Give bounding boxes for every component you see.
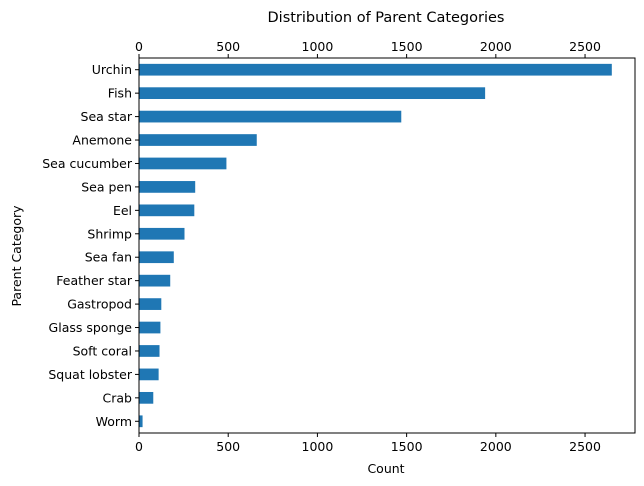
y-tick-label: Glass sponge	[49, 320, 133, 335]
bar-sea-star	[139, 110, 402, 123]
y-tick-label: Eel	[113, 203, 132, 218]
x-tick-label-top: 1000	[302, 39, 334, 54]
x-tick-label-bottom: 0	[135, 439, 143, 454]
y-axis-label: Parent Category	[9, 205, 24, 307]
y-tick-label: Soft coral	[73, 343, 132, 358]
x-tick-label-bottom: 2000	[480, 439, 512, 454]
bar-feather-star	[139, 274, 171, 287]
x-tick-label-bottom: 2500	[569, 439, 601, 454]
bar-soft-coral	[139, 345, 160, 357]
y-tick-label: Sea cucumber	[42, 156, 133, 171]
y-tick-label: Crab	[103, 390, 133, 405]
bar-worm	[139, 415, 143, 428]
bar-shrimp	[139, 227, 185, 240]
y-tick-label: Squat lobster	[48, 367, 132, 382]
y-tick-label: Gastropod	[67, 297, 132, 312]
x-tick-label-top: 0	[135, 39, 143, 54]
bar-fish	[139, 87, 486, 100]
y-tick-label: Urchin	[92, 62, 132, 77]
bar-sea-cucumber	[139, 157, 227, 170]
bar-glass-sponge	[139, 321, 161, 334]
x-tick-label-top: 2000	[480, 39, 512, 54]
chart-title: Distribution of Parent Categories	[268, 10, 505, 26]
x-tick-label-top: 1500	[391, 39, 423, 54]
x-tick-label-bottom: 1000	[302, 439, 334, 454]
bar-squat-lobster	[139, 368, 159, 381]
bar-eel	[139, 204, 195, 217]
y-tick-label: Anemone	[72, 133, 132, 148]
y-tick-label: Feather star	[56, 273, 133, 288]
plot-frame	[138, 57, 636, 434]
y-tick-label: Sea star	[81, 109, 133, 124]
x-tick-label-top: 2500	[569, 39, 601, 54]
y-tick-label: Sea pen	[81, 179, 132, 194]
bar-gastropod	[139, 298, 162, 310]
y-tick-label: Sea fan	[85, 250, 132, 265]
bar-anemone	[139, 134, 257, 146]
bar-urchin	[139, 63, 612, 76]
x-tick-label-bottom: 500	[216, 439, 240, 454]
x-axis-label: Count	[367, 461, 404, 476]
bar-sea-pen	[139, 181, 196, 193]
bar-sea-fan	[139, 251, 174, 264]
x-tick-label-bottom: 1500	[391, 439, 423, 454]
x-tick-label-top: 500	[216, 39, 240, 54]
plot-area: Urchin Fish Sea star Anemone Sea cucumber Sea…	[42, 39, 636, 454]
bar-crab	[139, 391, 154, 404]
y-tick-label: Fish	[108, 86, 132, 101]
y-tick-label: Worm	[96, 414, 132, 429]
y-tick-label: Shrimp	[87, 226, 132, 241]
